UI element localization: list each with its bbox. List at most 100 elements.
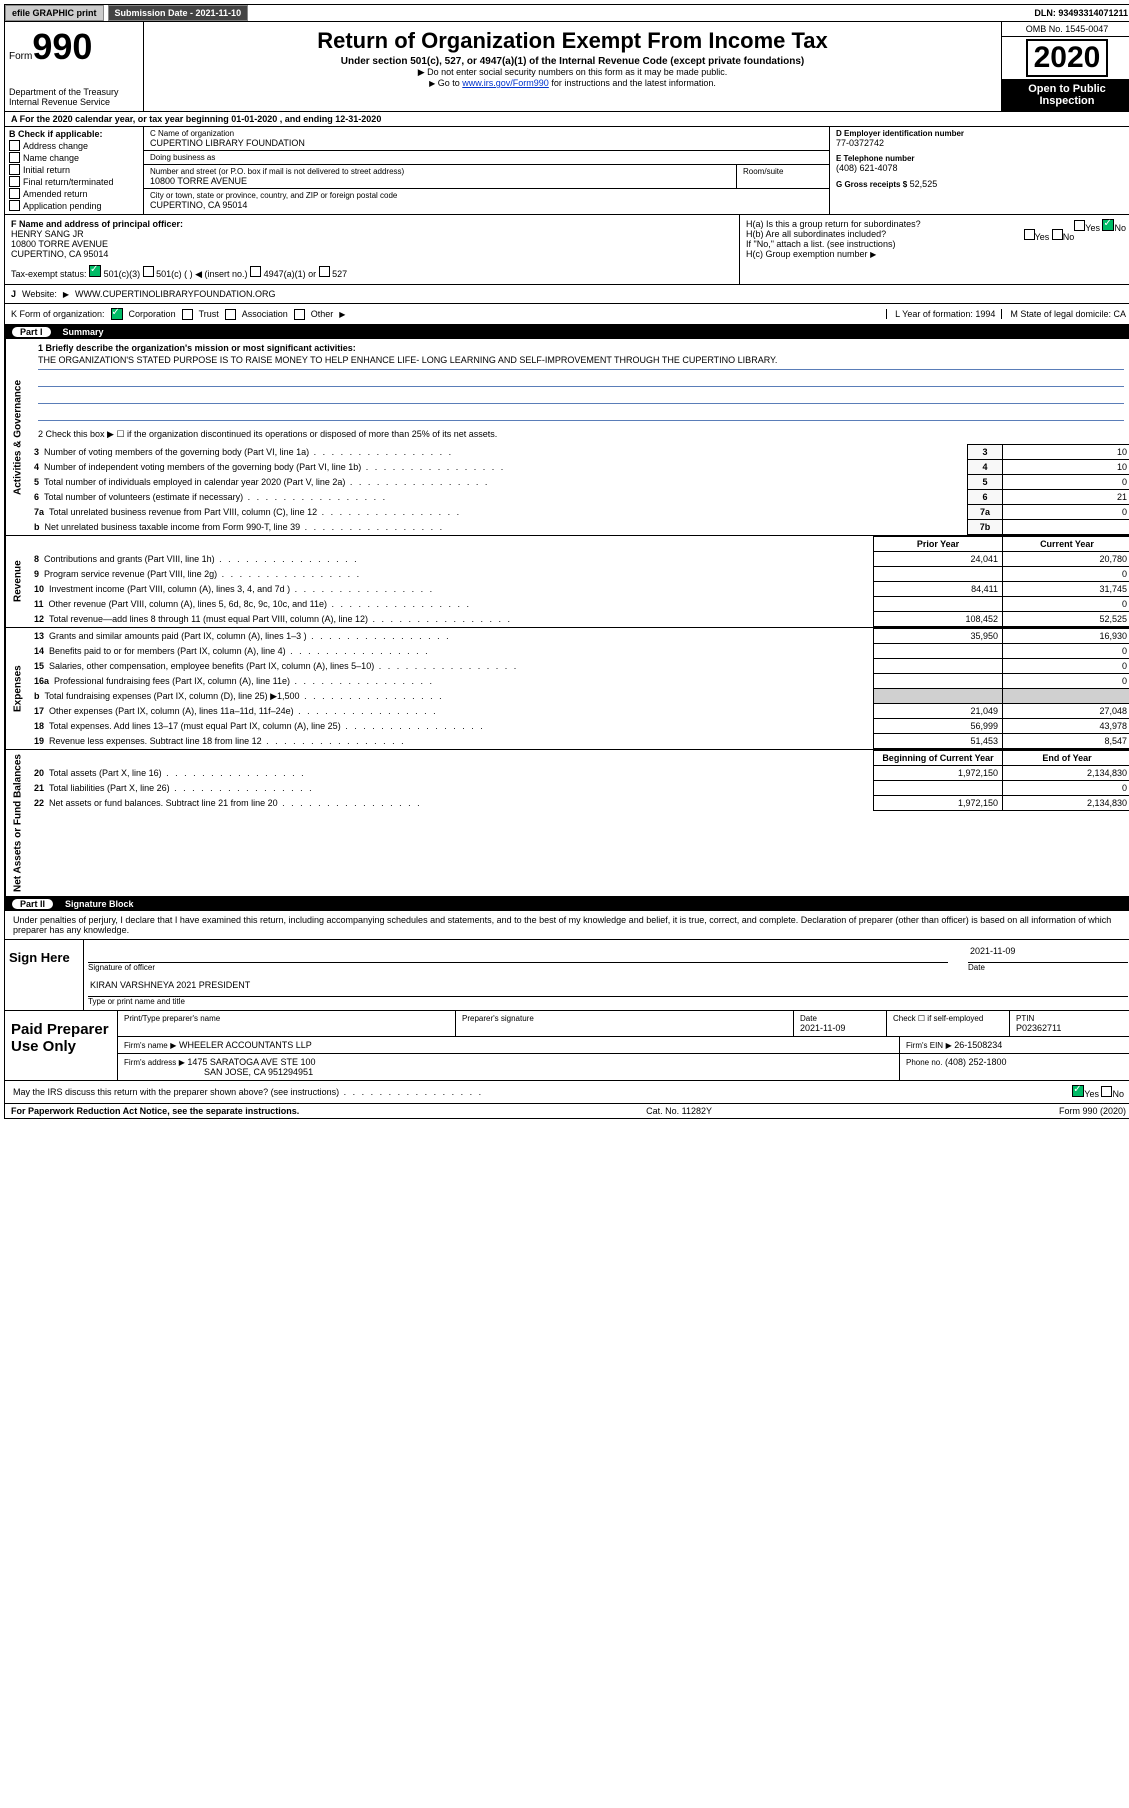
discuss-question: May the IRS discuss this return with the…	[13, 1087, 483, 1097]
ha-yes[interactable]	[1074, 220, 1085, 231]
firm-ein: 26-1508234	[954, 1040, 1002, 1050]
ha-no[interactable]	[1102, 219, 1114, 231]
chk-initial-return[interactable]	[9, 164, 20, 175]
prep-name-label: Print/Type preparer's name	[124, 1014, 449, 1023]
hb-yes[interactable]	[1024, 229, 1035, 240]
vtab-governance: Activities & Governance	[5, 339, 30, 535]
footer-left: For Paperwork Reduction Act Notice, see …	[11, 1106, 299, 1116]
chk-corp[interactable]	[111, 308, 123, 320]
chk-app-pending[interactable]	[9, 200, 20, 211]
b-opt: Application pending	[23, 201, 102, 211]
netassets-table: Beginning of Current YearEnd of Year20 T…	[30, 750, 1129, 811]
addr-value: 10800 TORRE AVENUE	[150, 176, 730, 186]
submission-date-button[interactable]: Submission Date - 2021-11-10	[108, 5, 249, 21]
m-label: M State of legal domicile:	[1010, 309, 1111, 319]
ptin-value: P02362711	[1016, 1023, 1126, 1033]
k-opt: Corporation	[129, 309, 176, 319]
footer-right: Form 990 (2020)	[1059, 1106, 1126, 1116]
q1-label: 1 Briefly describe the organization's mi…	[38, 343, 1124, 353]
city-value: CUPERTINO, CA 95014	[150, 200, 823, 210]
officer-printed-name: KIRAN VARSHNEYA 2021 PRESIDENT	[88, 978, 1128, 997]
ptin-label: PTIN	[1016, 1014, 1126, 1023]
k-opt: Other	[311, 309, 334, 319]
gross-receipts: 52,525	[910, 179, 938, 189]
f-h-row: F Name and address of principal officer:…	[4, 215, 1129, 285]
form-subtitle: Under section 501(c), 527, or 4947(a)(1)…	[152, 56, 993, 67]
form-header: Form990 Department of the Treasury Inter…	[4, 22, 1129, 112]
b-opt: Amended return	[23, 189, 88, 199]
signature-block: Under penalties of perjury, I declare th…	[4, 911, 1129, 1104]
ein-value: 77-0372742	[836, 138, 1126, 148]
hb-label: H(b) Are all subordinates included?	[746, 229, 886, 239]
i-opt: 4947(a)(1) or	[264, 269, 317, 279]
c-name-label: C Name of organization	[150, 129, 823, 138]
footer-mid: Cat. No. 11282Y	[646, 1106, 712, 1116]
website-value: WWW.CUPERTINOLIBRARYFOUNDATION.ORG	[75, 289, 276, 299]
expenses-table: 13 Grants and similar amounts paid (Part…	[30, 628, 1129, 749]
officer-addr1: 10800 TORRE AVENUE	[11, 239, 733, 249]
prep-date: 2021-11-09	[800, 1023, 880, 1033]
firm-name: WHEELER ACCOUNTANTS LLP	[179, 1040, 312, 1050]
chk-527[interactable]	[319, 266, 330, 277]
officer-addr2: CUPERTINO, CA 95014	[11, 249, 733, 259]
discuss-yes[interactable]	[1072, 1085, 1084, 1097]
sig-date-label: Date	[968, 963, 1128, 972]
form-title: Return of Organization Exempt From Incom…	[152, 28, 993, 54]
firm-addr1: 1475 SARATOGA AVE STE 100	[187, 1057, 315, 1067]
k-opt: Trust	[199, 309, 219, 319]
revenue-block: Revenue Prior YearCurrent Year8 Contribu…	[4, 536, 1129, 628]
hb-no[interactable]	[1052, 229, 1063, 240]
firm-phone: (408) 252-1800	[945, 1057, 1007, 1067]
part2-header: Part II Signature Block	[4, 897, 1129, 911]
footer: For Paperwork Reduction Act Notice, see …	[4, 1104, 1129, 1119]
top-bar: efile GRAPHIC print Submission Date - 20…	[4, 4, 1129, 22]
prep-sig-label: Preparer's signature	[462, 1014, 787, 1023]
period-line: A For the 2020 calendar year, or tax yea…	[4, 112, 1129, 127]
chk-final-return[interactable]	[9, 176, 20, 187]
part1-tag: Part I	[12, 327, 51, 337]
firm-ein-label: Firm's EIN	[906, 1041, 943, 1050]
link-note: Go to www.irs.gov/Form990 for instructio…	[152, 78, 993, 88]
org-name: CUPERTINO LIBRARY FOUNDATION	[150, 138, 823, 148]
omb-number: OMB No. 1545-0047	[1002, 22, 1129, 37]
j-tag: J	[11, 289, 16, 299]
paid-preparer-label: Paid Preparer Use Only	[5, 1011, 118, 1080]
irs-link[interactable]: www.irs.gov/Form990	[462, 78, 549, 88]
chk-other[interactable]	[294, 309, 305, 320]
chk-trust[interactable]	[182, 309, 193, 320]
discuss-no[interactable]	[1101, 1086, 1112, 1097]
k-label: K Form of organization:	[11, 309, 105, 319]
g-label: G Gross receipts $	[836, 180, 907, 189]
website-label: Website:	[22, 289, 57, 299]
efile-button[interactable]: efile GRAPHIC print	[5, 5, 104, 21]
sig-date: 2021-11-09	[968, 944, 1128, 963]
chk-assoc[interactable]	[225, 309, 236, 320]
dba-label: Doing business as	[150, 153, 823, 162]
l-label: L Year of formation:	[895, 309, 973, 319]
addr-label: Number and street (or P.O. box if mail i…	[150, 167, 730, 176]
chk-501c3[interactable]	[89, 265, 101, 277]
expenses-block: Expenses 13 Grants and similar amounts p…	[4, 628, 1129, 750]
line-k: K Form of organization: Corporation Trus…	[4, 304, 1129, 325]
chk-4947[interactable]	[250, 266, 261, 277]
penalty-text: Under penalties of perjury, I declare th…	[5, 911, 1129, 939]
sign-here-label: Sign Here	[5, 940, 84, 1010]
form-number: Form990	[9, 26, 139, 68]
revenue-table: Prior YearCurrent Year8 Contributions an…	[30, 536, 1129, 627]
i-opt: 501(c) ( ) ◀ (insert no.)	[156, 269, 247, 279]
ssn-note: Do not enter social security numbers on …	[152, 67, 993, 78]
chk-name-change[interactable]	[9, 152, 20, 163]
officer-name: HENRY SANG JR	[11, 229, 733, 239]
i-label: Tax-exempt status:	[11, 269, 87, 279]
chk-amended[interactable]	[9, 188, 20, 199]
firm-phone-label: Phone no.	[906, 1058, 942, 1067]
chk-501c[interactable]	[143, 266, 154, 277]
part1-header: Part I Summary	[4, 325, 1129, 339]
tax-year: 2020	[1026, 39, 1109, 77]
b-label: B Check if applicable:	[9, 129, 139, 139]
i-opt: 527	[332, 269, 347, 279]
firm-name-label: Firm's name	[124, 1041, 168, 1050]
city-label: City or town, state or province, country…	[150, 191, 823, 200]
b-opt: Name change	[23, 153, 79, 163]
chk-address-change[interactable]	[9, 140, 20, 151]
